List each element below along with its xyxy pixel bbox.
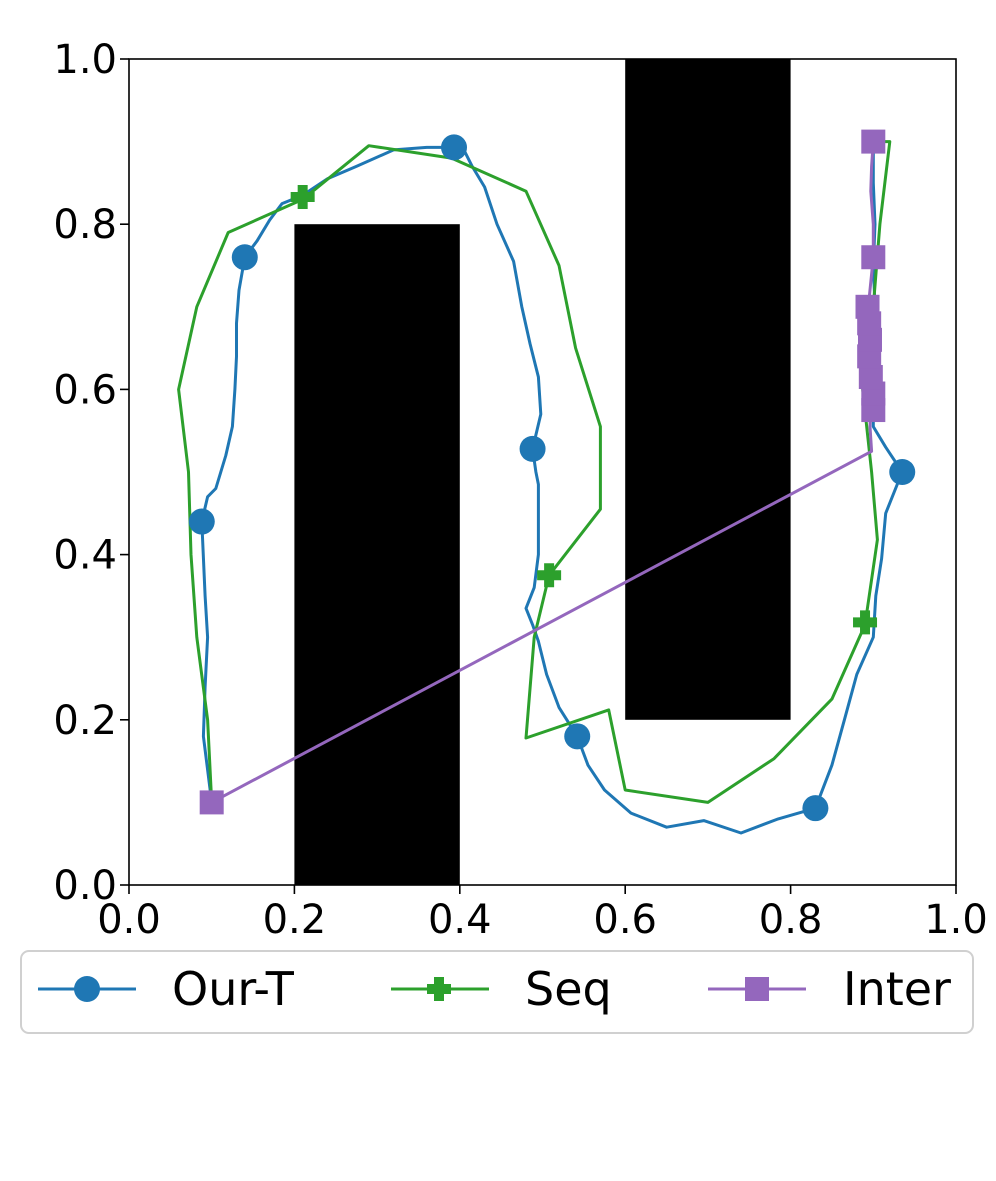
y-tick-label-5: 0.8 <box>53 202 117 248</box>
y-tick-label-4: 0.6 <box>53 367 117 413</box>
y-tick-label-6: 1.0 <box>53 37 117 83</box>
y-tick-label-1: 0.0 <box>53 863 117 909</box>
legend-marker-seq <box>427 977 451 1001</box>
x-axis: 0.0 0.2 0.4 0.6 0.8 1.0 <box>97 885 988 943</box>
x-tick-label-2: 0.2 <box>263 897 327 943</box>
obstacle-2 <box>625 59 791 720</box>
point-seq-3 <box>853 610 878 635</box>
y-tick-label-2: 0.2 <box>53 698 117 744</box>
series-line-seq <box>177 140 892 804</box>
y-tick-label-3: 0.4 <box>53 533 117 579</box>
obstacles <box>294 59 791 885</box>
point-inter-8 <box>855 294 880 319</box>
legend-label-inter: Inter <box>843 962 951 1016</box>
legend: Our-T Seq Inter <box>20 950 974 1034</box>
point-our-t-3 <box>441 134 468 161</box>
point-our-t-7 <box>889 459 916 485</box>
y-axis: 0.0 0.2 0.4 0.6 0.8 1.0 <box>53 37 129 909</box>
obstacle-1 <box>294 224 460 885</box>
point-inter-9 <box>861 245 886 270</box>
series-layer <box>177 129 916 835</box>
point-our-t-6 <box>802 795 829 822</box>
point-our-t-5 <box>564 723 591 750</box>
x-tick-label-5: 0.8 <box>759 897 823 943</box>
x-tick-label-1: 0.0 <box>97 897 161 943</box>
point-seq-2 <box>537 563 562 588</box>
legend-frame <box>20 950 974 1034</box>
series-line-our-t <box>200 141 904 835</box>
point-inter-4 <box>858 365 883 390</box>
legend-label-seq: Seq <box>525 962 612 1016</box>
point-our-t-2 <box>231 244 258 271</box>
point-inter-1 <box>199 790 224 815</box>
plot-frame <box>128 58 957 886</box>
legend-marker-our-t <box>74 976 100 1002</box>
point-our-t-4 <box>519 435 546 462</box>
x-tick-label-3: 0.4 <box>428 897 492 943</box>
point-inter-10 <box>861 129 886 154</box>
x-tick-label-6: 1.0 <box>924 897 988 943</box>
point-our-t-1 <box>188 508 215 535</box>
x-tick-label-4: 0.6 <box>593 897 657 943</box>
point-seq-1 <box>290 184 315 209</box>
legend-marker-inter <box>745 977 769 1001</box>
legend-label-our-t: Our-T <box>172 962 295 1016</box>
